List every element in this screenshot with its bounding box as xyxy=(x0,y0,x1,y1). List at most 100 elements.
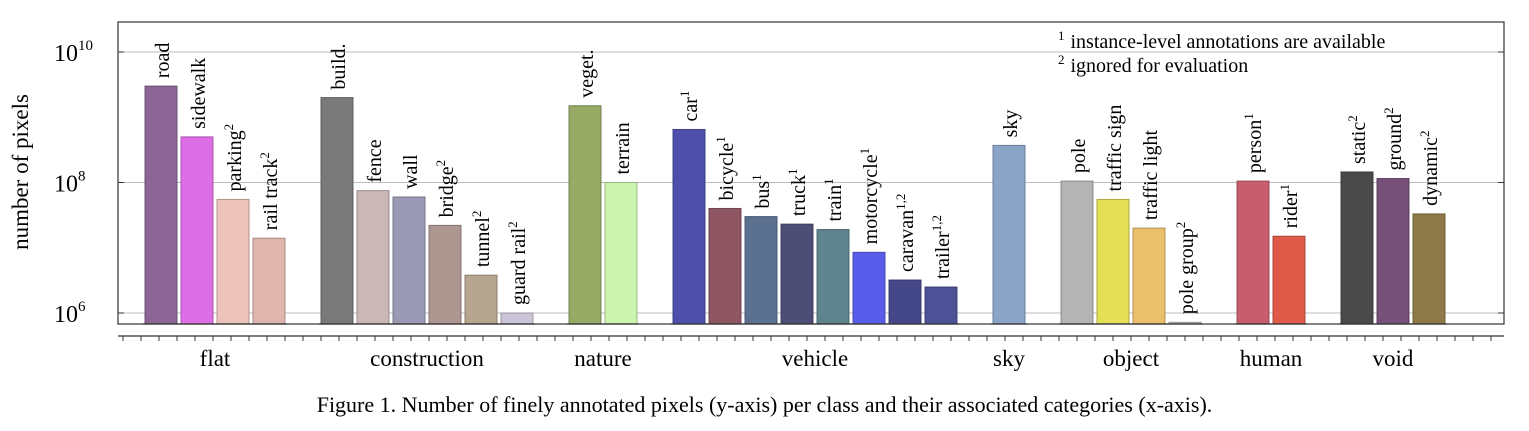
bar-terrain xyxy=(604,182,638,325)
bar-label-text: rider xyxy=(1280,190,1302,228)
bar-label: build. xyxy=(328,43,350,89)
legend-note-mark: 1 xyxy=(1058,28,1065,43)
bar-label-text: bridge xyxy=(436,166,458,217)
figure-caption: Figure 1. Number of finely annotated pix… xyxy=(316,392,1213,417)
bar-car xyxy=(672,128,706,325)
bar-trailer xyxy=(924,286,958,325)
bar-label-superscript: 2 xyxy=(469,211,484,218)
bar-label-text: static xyxy=(1348,122,1370,164)
bar-label: rail track2 xyxy=(257,152,282,230)
category-label: vehicle xyxy=(782,346,848,371)
bar-bridge xyxy=(428,224,462,325)
legend-note-text: ignored for evaluation xyxy=(1071,55,1249,77)
bar-label-superscript: 1 xyxy=(713,136,728,143)
bar-label-superscript: 1 xyxy=(677,91,692,98)
bar-parking xyxy=(216,198,250,325)
bar-truck xyxy=(780,223,814,325)
bar-road xyxy=(144,85,178,325)
bar-label-text: person xyxy=(1244,120,1266,173)
legend-note: 2 ignored for evaluation xyxy=(1058,52,1248,77)
bar-static xyxy=(1340,171,1374,325)
bar-label: trailer1,2 xyxy=(929,215,954,279)
bar-rail-track xyxy=(252,237,286,325)
category-label: void xyxy=(1373,346,1414,371)
bar-traffic-light xyxy=(1132,227,1166,325)
bar-bicycle xyxy=(708,207,742,325)
bar-label: veget. xyxy=(576,49,598,97)
bar-sidewalk xyxy=(180,136,214,325)
bar-label: caravan1,2 xyxy=(893,194,918,272)
bar-label: train1 xyxy=(821,178,846,221)
bar-label: pole xyxy=(1068,139,1090,174)
bar-label-text: pole xyxy=(1068,139,1090,174)
bar-label: motorcycle1 xyxy=(857,148,882,244)
bar-label-text: traffic sign xyxy=(1104,105,1126,192)
bar-label-superscript: 2 xyxy=(1381,107,1396,114)
bar-wall xyxy=(392,196,426,325)
bar-label-text: motorcycle xyxy=(860,154,882,244)
bar-label: parking2 xyxy=(221,124,246,192)
bar-label-superscript: 1 xyxy=(821,178,836,185)
bar-label: bus1 xyxy=(749,174,774,208)
bar-label-text: sky xyxy=(1000,110,1022,138)
bar-label: tunnel2 xyxy=(469,211,494,268)
bar-train xyxy=(816,229,850,325)
bar-label-superscript: 1 xyxy=(1277,184,1292,191)
bar-tunnel xyxy=(464,274,498,325)
bar-label: rider1 xyxy=(1277,184,1302,228)
x-axis: flat construction nature vehicle sky object hu… xyxy=(118,335,1504,371)
bar-label-superscript: 2 xyxy=(1173,222,1188,229)
bar-label: person1 xyxy=(1241,113,1266,173)
y-tick-exponent: 6 xyxy=(78,299,86,315)
bar-label-superscript: 2 xyxy=(1417,131,1432,138)
legend-note: 1 instance-level annotations are availabl… xyxy=(1058,28,1385,53)
bar-label-superscript: 1 xyxy=(857,148,872,155)
y-tick-exponent: 10 xyxy=(78,38,93,54)
bar-label-superscript: 1,2 xyxy=(893,194,908,210)
bar-label-text: terrain xyxy=(612,122,634,174)
bar-label-superscript: 2 xyxy=(1345,115,1360,122)
category-label: construction xyxy=(370,346,484,371)
bar-label: car1 xyxy=(677,91,702,122)
bar-label: wall xyxy=(400,154,422,189)
bar-label: static2 xyxy=(1345,115,1370,164)
bar-label: ground2 xyxy=(1381,107,1406,170)
bar-label: terrain xyxy=(612,122,634,174)
bar-label-text: parking xyxy=(224,130,246,191)
legend-note-text: instance-level annotations are available xyxy=(1071,31,1386,53)
category-label: human xyxy=(1240,346,1303,371)
y-tick-label: 1010 xyxy=(54,38,93,67)
bar-label-superscript: 1 xyxy=(785,169,800,176)
y-axis-label: number of pixels xyxy=(8,94,33,250)
y-tick-label: 108 xyxy=(54,169,86,198)
bar-label-text: traffic light xyxy=(1140,130,1162,221)
bar-label-text: ground xyxy=(1384,114,1406,171)
bar-label-text: truck xyxy=(788,175,810,216)
bar-label-text: sidewalk xyxy=(188,58,210,129)
bar-label: bicycle1 xyxy=(713,136,738,200)
legend: 1 instance-level annotations are availabl… xyxy=(1058,28,1385,77)
bar-person xyxy=(1236,180,1270,325)
bar-label-text: rail track xyxy=(260,159,282,231)
bar-label-text: wall xyxy=(400,154,422,189)
y-tick-base: 10 xyxy=(54,41,78,67)
bar-label-superscript: 2 xyxy=(257,152,272,159)
bar-caravan xyxy=(888,279,922,325)
bar-label-text: bicycle xyxy=(716,143,738,201)
bar-label: road xyxy=(152,43,174,79)
bar-label-text: road xyxy=(152,43,174,79)
bar-label-superscript: 1 xyxy=(1241,113,1256,120)
bar-label-text: pole group xyxy=(1176,228,1198,314)
bar-label-superscript: 1,2 xyxy=(929,215,944,231)
bar-label: sidewalk xyxy=(188,58,210,129)
category-label: sky xyxy=(993,346,1025,371)
bar-veget xyxy=(568,105,602,325)
y-tick-base: 10 xyxy=(54,172,78,198)
bar-build xyxy=(320,97,354,325)
bar-label-text: veget. xyxy=(576,49,598,97)
bar-label-superscript: 2 xyxy=(505,221,520,228)
bar-label: fence xyxy=(364,139,386,182)
bar-pole xyxy=(1060,180,1094,325)
